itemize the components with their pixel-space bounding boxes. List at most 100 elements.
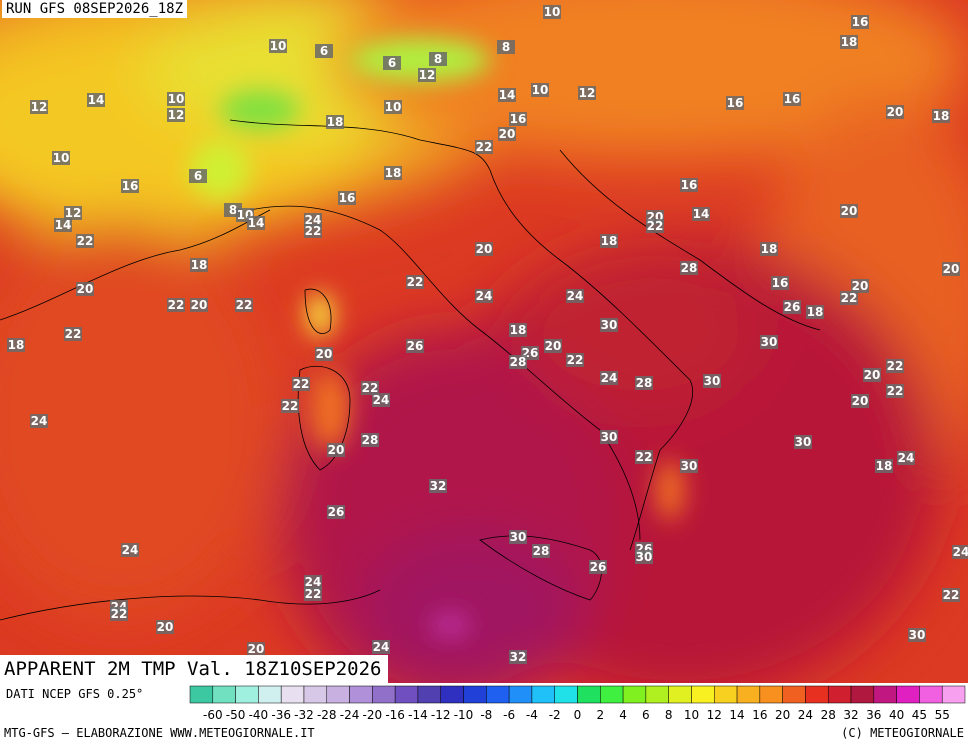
label-box	[292, 377, 310, 391]
label-box	[304, 213, 322, 227]
temperature-label: 14	[499, 88, 516, 102]
label-box	[167, 108, 185, 122]
temperature-label: 24	[953, 545, 968, 559]
label-box	[760, 335, 778, 349]
temperature-label: 16	[681, 178, 698, 192]
color-swatch	[759, 685, 783, 704]
color-swatch	[463, 685, 487, 704]
temperature-label: 26	[407, 339, 424, 353]
temperature-label: 30	[601, 318, 618, 332]
label-box	[7, 338, 25, 352]
color-swatch	[303, 685, 328, 704]
color-swatch	[235, 685, 259, 704]
run-label: RUN GFS 08SEP2026_18Z	[2, 0, 188, 18]
temperature-label: 16	[784, 92, 801, 106]
colorbar-label: 4	[619, 708, 627, 722]
label-box	[863, 368, 881, 382]
color-swatch	[440, 685, 464, 704]
color-swatch	[258, 685, 282, 704]
temperature-label: 22	[943, 588, 960, 602]
colorbar-label: 40	[889, 708, 904, 722]
label-box	[304, 224, 322, 238]
label-box	[578, 86, 596, 100]
label-box	[771, 276, 789, 290]
label-box	[30, 414, 48, 428]
temperature-label: 12	[579, 86, 596, 100]
label-box	[566, 289, 584, 303]
temperature-label: 28	[362, 433, 379, 447]
temperature-label: 10	[532, 83, 549, 97]
footer-left: MTG-GFS — ELABORAZIONE WWW.METEOGIORNALE…	[4, 726, 315, 740]
label-box	[509, 650, 527, 664]
temperature-label: 30	[909, 628, 926, 642]
temperature-label: 20	[316, 347, 333, 361]
label-box	[361, 381, 379, 395]
label-box	[840, 204, 858, 218]
temperature-label: 22	[887, 384, 904, 398]
colorbar-label: -20	[363, 708, 383, 722]
color-swatch	[873, 685, 897, 704]
label-box	[304, 575, 322, 589]
temperature-label: 22	[65, 327, 82, 341]
temperature-label: 30	[704, 374, 721, 388]
colorbar-label: -2	[549, 708, 561, 722]
temperature-label: 32	[430, 479, 447, 493]
label-box	[247, 216, 265, 230]
temperature-label: 12	[419, 68, 436, 82]
temperature-label: 30	[681, 459, 698, 473]
color-swatch	[805, 685, 829, 704]
temperature-label: 22	[647, 219, 664, 233]
label-box	[247, 642, 265, 656]
temperature-label: 30	[795, 435, 812, 449]
color-swatch	[577, 685, 601, 704]
label-box	[760, 242, 778, 256]
temperature-label: 10	[385, 100, 402, 114]
temperature-label: 20	[328, 443, 345, 457]
color-swatch	[691, 685, 715, 704]
label-box	[326, 115, 344, 129]
colorbar-label: 2	[596, 708, 604, 722]
label-box	[76, 282, 94, 296]
label-box	[52, 151, 70, 165]
temperature-label: 26	[784, 300, 801, 314]
label-box	[498, 88, 516, 102]
temperature-label: 22	[305, 587, 322, 601]
temperature-label: 22	[887, 359, 904, 373]
temperature-label: 24	[601, 371, 618, 385]
colorbar-label: 10	[684, 708, 699, 722]
label-box	[281, 399, 299, 413]
label-box	[327, 505, 345, 519]
color-swatch	[645, 685, 669, 704]
label-box	[600, 318, 618, 332]
label-box	[908, 628, 926, 642]
temperature-label: 22	[293, 377, 310, 391]
temperature-label: 22	[305, 224, 322, 238]
label-box	[475, 140, 493, 154]
label-box	[509, 323, 527, 337]
colorbar-label: -6	[503, 708, 515, 722]
temperature-label: 22	[111, 607, 128, 621]
colorbar-label: 36	[866, 708, 881, 722]
temperature-label: 22	[282, 399, 299, 413]
label-box	[851, 279, 869, 293]
colorbar-label: 32	[843, 708, 858, 722]
temperature-label: 18	[876, 459, 893, 473]
temperature-label: 24	[122, 543, 139, 557]
colorbar-label: 8	[665, 708, 673, 722]
label-box	[475, 242, 493, 256]
temperature-label: 24	[567, 289, 584, 303]
label-box	[338, 191, 356, 205]
color-swatch	[668, 685, 692, 704]
colorbar-label: -28	[317, 708, 337, 722]
label-box	[703, 374, 721, 388]
temperature-label: 14	[88, 93, 105, 107]
label-box	[794, 435, 812, 449]
label-box	[942, 588, 960, 602]
label-box	[886, 384, 904, 398]
label-box	[886, 105, 904, 119]
temperature-label: 24	[898, 451, 915, 465]
colorbar-label: -4	[526, 708, 538, 722]
label-box	[531, 83, 549, 97]
temperature-label: 18	[807, 305, 824, 319]
label-box	[475, 289, 493, 303]
